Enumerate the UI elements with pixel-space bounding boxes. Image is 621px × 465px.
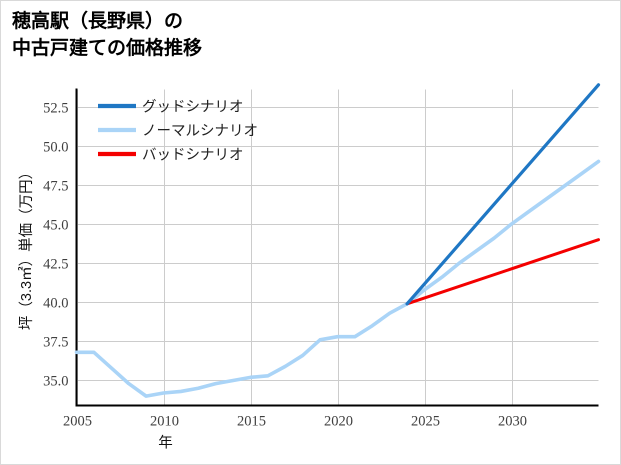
- y-axis-tick-labels: 35.0 37.5 40.0 42.5 45.0 47.5 50.0 52.5: [43, 101, 68, 390]
- x-axis-tick-label: 2015: [237, 414, 266, 430]
- y-axis-title: 坪（3.3㎡）単価（万円）: [18, 165, 35, 330]
- series-line-good: [405, 83, 601, 306]
- y-axis-tick-label: 45.0: [43, 218, 68, 234]
- x-axis-title: 年: [158, 435, 173, 452]
- grid-lines: [76, 89, 599, 406]
- y-axis-tick-label: 37.5: [43, 335, 68, 351]
- x-axis-tick-labels: 2005 2010 2015 2020 2025 2030: [63, 414, 527, 430]
- y-axis-tick-label: 52.5: [43, 101, 68, 117]
- axis-titles: 年 坪（3.3㎡）単価（万円）: [18, 165, 173, 452]
- legend-label: ノーマルシナリオ: [142, 124, 258, 140]
- y-axis-tick-label: 40.0: [43, 296, 68, 312]
- x-axis-tick-label: 2020: [324, 414, 353, 430]
- y-axis-tick-label: 42.5: [43, 257, 68, 273]
- page-title: 穂高駅（長野県）の 中古戸建ての価格推移: [12, 11, 203, 59]
- series-line-bad: [405, 238, 600, 306]
- legend-label: バッドシナリオ: [142, 148, 244, 164]
- x-axis-tick-label: 2005: [63, 414, 92, 430]
- data-series: [74, 83, 601, 398]
- y-axis-tick-label: 47.5: [43, 179, 68, 195]
- y-axis-tick-label: 50.0: [43, 140, 68, 156]
- y-axis-tick-label: 35.0: [43, 374, 68, 390]
- legend-label: グッドシナリオ: [142, 99, 244, 116]
- x-axis-tick-label: 2010: [150, 414, 179, 430]
- x-axis-tick-label: 2025: [411, 414, 440, 430]
- x-axis-tick-label: 2030: [498, 414, 527, 430]
- series-line-normal: [74, 159, 601, 398]
